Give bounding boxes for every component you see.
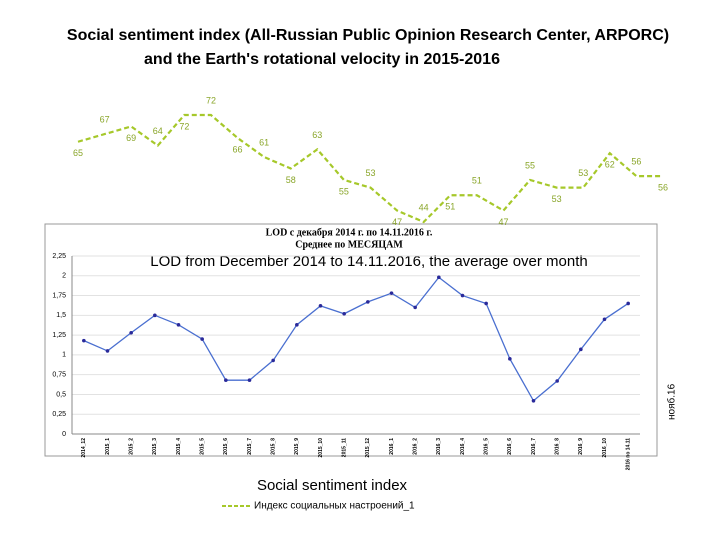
sentiment-line xyxy=(77,113,663,224)
lod-point xyxy=(129,330,133,335)
lod-point xyxy=(437,275,441,280)
value-label: 65 xyxy=(73,148,83,158)
x-tick-label: 2015_8 xyxy=(270,438,276,455)
x-tick-label: 2016_4 xyxy=(460,438,466,455)
value-label: 44 xyxy=(419,202,429,212)
value-label: 64 xyxy=(153,126,163,136)
value-label: 53 xyxy=(552,194,562,204)
value-label: 55 xyxy=(339,186,349,196)
lod-point xyxy=(342,311,346,316)
lod-point xyxy=(200,337,204,341)
lod-point xyxy=(555,379,559,383)
value-label: 53 xyxy=(578,168,588,178)
legend-label: Индекс социальных настроений_1 xyxy=(254,501,415,512)
x-tick-label: 2016 по 14.11 xyxy=(625,438,631,470)
lod-point xyxy=(176,323,181,327)
value-label: 69 xyxy=(126,133,136,143)
x-tick-label: 2016_7 xyxy=(531,438,537,455)
x-tick-label: 2015_10 xyxy=(318,438,324,458)
x-tick-label: 2015_3 xyxy=(152,438,158,455)
value-label: 53 xyxy=(365,168,375,178)
y-tick-label: 1,25 xyxy=(52,332,66,339)
y-tick-label: 0,25 xyxy=(52,411,66,418)
x-tick-label: 2015_4 xyxy=(176,438,182,455)
value-label: 51 xyxy=(472,176,482,186)
title: Social sentiment index (All-Russian Publ… xyxy=(67,27,669,44)
y-tick-label: 0,5 xyxy=(56,391,66,398)
x-tick-label: 2016_5 xyxy=(483,438,489,455)
lod-point xyxy=(271,358,275,363)
value-label: 72 xyxy=(179,121,189,131)
y-tick-label: 1,75 xyxy=(52,292,66,299)
x-tick-label: 2016_10 xyxy=(602,438,608,458)
x-tick-label: 2014_12 xyxy=(81,438,87,458)
lod-point xyxy=(295,323,299,327)
x-tick-label: 2015_6 xyxy=(223,438,229,455)
x-tick-label: 2016_8 xyxy=(554,438,560,455)
lod-point xyxy=(531,398,536,403)
value-label: 55 xyxy=(525,160,535,170)
y-tick-label: 2 xyxy=(62,273,66,280)
lod-point xyxy=(602,317,607,322)
x-tick-label: 2016_6 xyxy=(507,438,513,455)
lod-point xyxy=(508,357,512,361)
lod-point xyxy=(413,305,417,310)
value-label: 63 xyxy=(312,130,322,140)
y-tick-label: 1 xyxy=(62,352,66,359)
x-tick-label: 2015_2 xyxy=(128,438,134,455)
lod-point xyxy=(484,301,488,306)
x-tick-label: 2015_1 xyxy=(105,438,111,455)
lod-point xyxy=(318,304,323,308)
lod-point xyxy=(626,301,630,306)
y-tick-label: 0,75 xyxy=(52,372,66,379)
value-label: 62 xyxy=(605,160,615,170)
value-label: 58 xyxy=(286,175,296,185)
x-tick-label: 2015_12 xyxy=(365,438,371,458)
value-label: 56 xyxy=(658,183,668,193)
x-tick-label: 2016_1 xyxy=(389,438,395,455)
x-tick-label: 2016_9 xyxy=(578,438,584,455)
value-label: 47 xyxy=(392,217,402,227)
inset-annotation: LOD from December 2014 to 14.11.2016, th… xyxy=(150,253,587,270)
lod-point xyxy=(105,349,110,353)
lod-point xyxy=(579,347,583,352)
lod-point xyxy=(389,291,394,295)
lod-point xyxy=(366,300,370,304)
lod-point xyxy=(224,378,228,383)
lod-line xyxy=(83,276,629,402)
value-label: 67 xyxy=(100,114,110,124)
x-tick-label: 2016_3 xyxy=(436,438,442,455)
value-label: 56 xyxy=(631,157,641,167)
x-tick-label: 2015_5 xyxy=(199,438,205,455)
inset-title: LOD с декабря 2014 г. по 14.11.2016 г. xyxy=(266,227,433,238)
lod-point xyxy=(153,313,157,318)
inset-frame xyxy=(44,223,658,457)
annotation: Social sentiment index xyxy=(257,477,408,494)
value-label: 47 xyxy=(498,217,508,227)
value-label: 66 xyxy=(233,144,243,154)
lod-point xyxy=(247,378,252,383)
x-tick-label: 2016_2 xyxy=(412,438,418,455)
y-tick-label: 1,5 xyxy=(56,312,66,319)
side-label: нояб.16 xyxy=(666,383,678,420)
x-tick-label: 2015_11 xyxy=(341,438,347,457)
subtitle: and the Earth's rotational velocity in 2… xyxy=(144,51,500,68)
value-label: 72 xyxy=(206,95,216,105)
value-label: 61 xyxy=(259,137,269,147)
inset-subtitle: Среднее по МЕСЯЦАМ xyxy=(295,239,403,250)
lod-point xyxy=(460,293,465,298)
y-tick-label: 0 xyxy=(62,431,66,438)
value-label: 51 xyxy=(445,202,455,212)
x-tick-label: 2015_7 xyxy=(247,438,253,455)
y-tick-label: 2,25 xyxy=(52,253,66,260)
x-tick-label: 2015_9 xyxy=(294,438,300,455)
lod-point xyxy=(82,338,86,343)
